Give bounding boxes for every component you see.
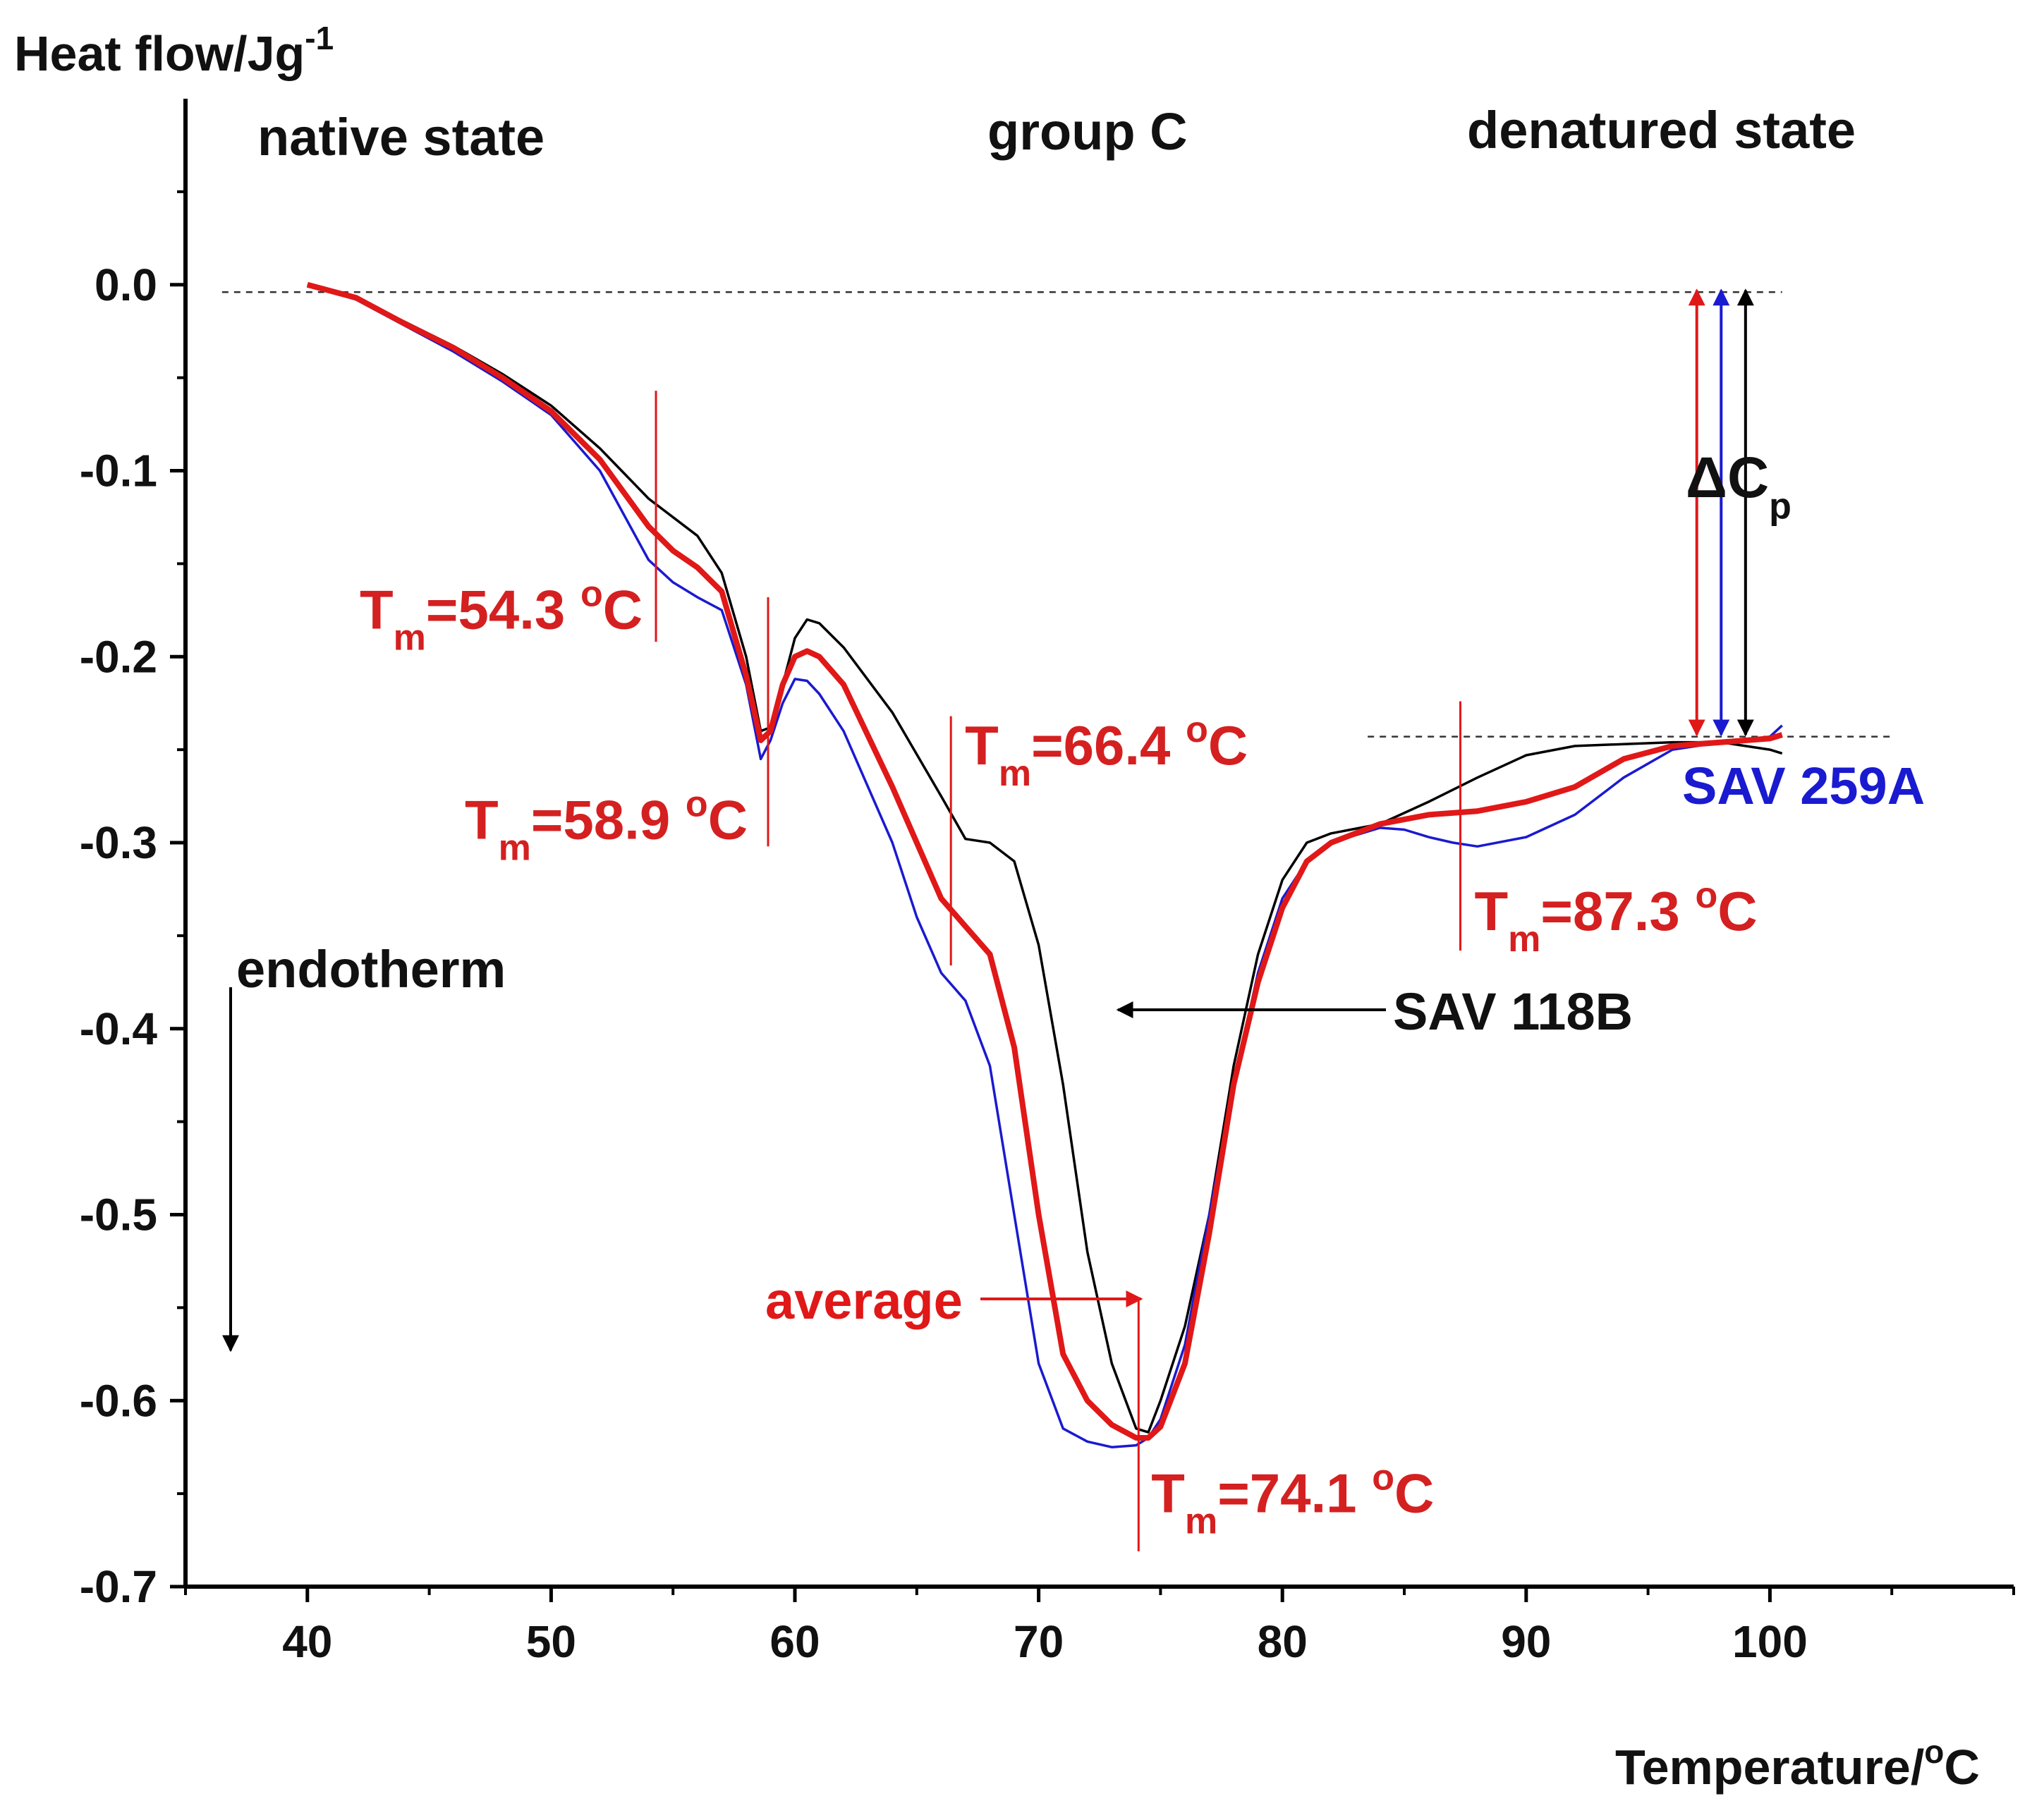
average-label: average	[765, 1271, 963, 1330]
tm-label: Tm=66.4 oC	[965, 709, 1248, 794]
tm-label: Tm=54.3 oC	[360, 574, 643, 659]
melting-point-markers: Tm=54.3 oC Tm=58.9 oC Tm=66.4 oC Tm=74.1 oC…	[360, 391, 1758, 1551]
tm-label: Tm=87.3 oC	[1474, 875, 1757, 960]
x-tick-label: 70	[1014, 1616, 1064, 1667]
y-axis-title: Heat flow/Jg-1	[14, 20, 334, 81]
y-tick-label: -0.2	[80, 631, 157, 682]
series-layer	[306, 281, 1783, 1448]
delta-cp-arrows	[1688, 288, 1754, 737]
tm-label: Tm=74.1 oC	[1151, 1458, 1434, 1542]
y-tick-label: 0.0	[95, 260, 157, 310]
series-line-sav-259a	[307, 283, 1783, 1448]
x-tick-label: 80	[1258, 1616, 1308, 1667]
y-tick-label: -0.1	[80, 446, 157, 496]
native-state-label: native state	[257, 108, 545, 166]
baselines	[221, 291, 1892, 738]
x-tick-label: 60	[769, 1616, 820, 1667]
sav259a-label: SAV 259A	[1682, 757, 1925, 815]
series-line-sav-118b	[307, 283, 1783, 1434]
endotherm-label: endotherm	[236, 940, 506, 999]
axes: 0.0 -0.1 -0.2 -0.3 -0.4 -0.5 -0.6 -0.7 40 50 60 70…	[80, 99, 2015, 1667]
series-line-average	[306, 281, 1783, 1441]
tm-label: Tm=58.9 oC	[465, 784, 748, 869]
x-ticks: 40 50 60 70 80 90 100	[184, 1587, 2015, 1667]
y-tick-label: -0.3	[80, 817, 157, 868]
x-axis-title: Temperature/oC	[1615, 1733, 1980, 1795]
delta-cp-label: ΔCp	[1686, 446, 1791, 527]
sav118b-label: SAV 118B	[1393, 982, 1633, 1041]
x-tick-label: 40	[282, 1616, 332, 1667]
denatured-state-label: denatured state	[1467, 101, 1856, 159]
x-tick-label: 50	[526, 1616, 576, 1667]
x-tick-label: 90	[1501, 1616, 1551, 1667]
x-tick-label: 100	[1732, 1616, 1808, 1667]
y-tick-label: -0.5	[80, 1190, 157, 1240]
y-tick-label: -0.7	[80, 1561, 157, 1612]
y-tick-label: -0.6	[80, 1375, 157, 1426]
group-label: group C	[987, 102, 1188, 161]
y-ticks: 0.0 -0.1 -0.2 -0.3 -0.4 -0.5 -0.6 -0.7	[80, 190, 185, 1612]
y-tick-label: -0.4	[80, 1003, 158, 1054]
